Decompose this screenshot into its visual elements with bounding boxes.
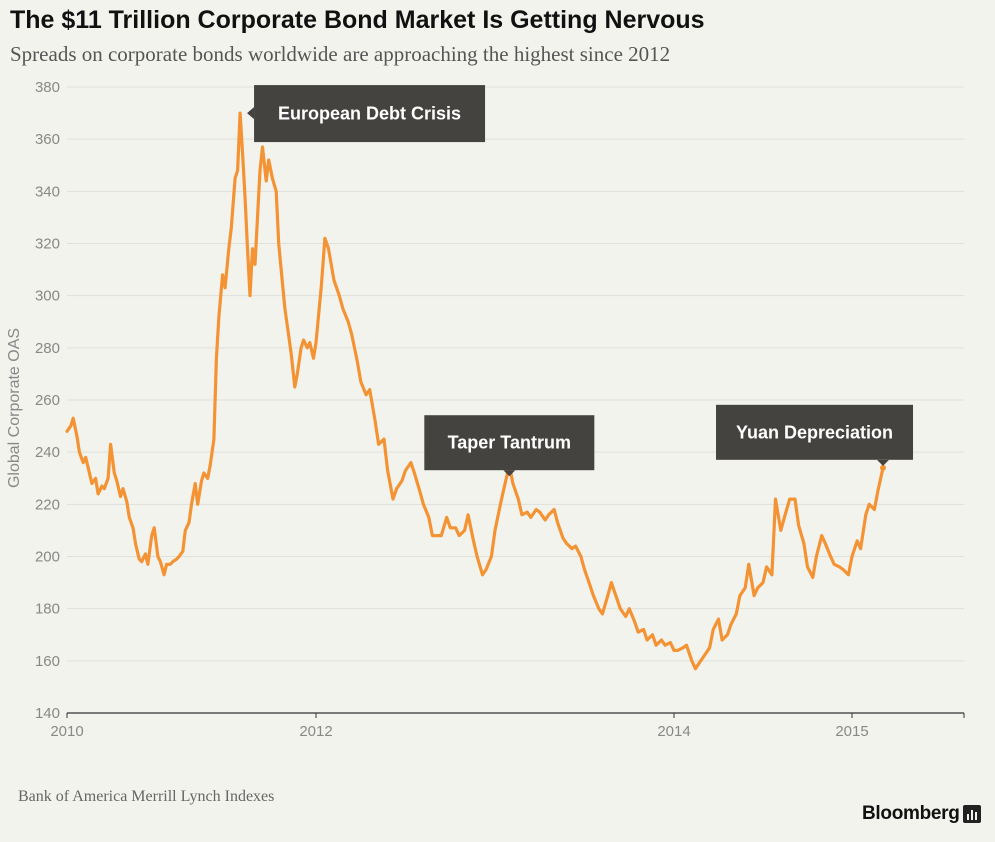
annotation-pointer <box>877 459 890 466</box>
y-tick-label: 360 <box>35 131 60 148</box>
annotation-pointer <box>247 107 255 120</box>
y-tick-label: 320 <box>35 236 60 253</box>
y-axis-ticks: 140 160 180 200 220 240 260 280 300 320 340 360 380 <box>35 79 60 722</box>
chart-title: The $11 Trillion Corporate Bond Market I… <box>10 6 705 34</box>
annotation-box <box>254 85 486 143</box>
annotation-label: European Debt Crisis <box>278 104 461 124</box>
y-tick-label: 140 <box>35 705 60 722</box>
y-tick-label: 220 <box>35 496 60 513</box>
y-tick-label: 240 <box>35 444 60 461</box>
series-line <box>65 111 885 671</box>
y-tick-label: 300 <box>35 288 60 305</box>
annotation: Taper Tantrum <box>424 415 595 477</box>
gridlines <box>67 86 964 662</box>
annotation: European Debt Crisis <box>247 85 486 143</box>
y-tick-label: 260 <box>35 392 60 409</box>
y-tick-label: 340 <box>35 183 60 200</box>
x-tick-label: 2014 <box>657 723 690 740</box>
x-tick-label: 2015 <box>835 723 868 740</box>
bloomberg-chart-icon <box>963 805 981 823</box>
y-tick-label: 200 <box>35 549 60 566</box>
annotation-pointer <box>503 470 516 477</box>
y-tick-label: 380 <box>35 79 60 96</box>
annotation-box <box>424 415 595 471</box>
source-note: Bank of America Merrill Lynch Indexes <box>18 788 275 805</box>
chart-subtitle: Spreads on corporate bonds worldwide are… <box>10 42 671 66</box>
y-axis-label: Global Corporate OAS <box>6 328 23 488</box>
x-tick-label: 2012 <box>299 723 332 740</box>
y-tick-label: 280 <box>35 340 60 357</box>
annotation-label: Yuan Depreciation <box>736 422 893 442</box>
x-axis: 2010 2012 2014 2015 <box>50 712 965 740</box>
annotation: Yuan Depreciation <box>716 404 914 466</box>
annotations: European Debt Crisis Taper Tantrum Yuan De… <box>247 85 914 477</box>
y-tick-label: 180 <box>35 601 60 618</box>
y-tick-label: 160 <box>35 653 60 670</box>
brand-logo: Bloomberg <box>862 803 960 824</box>
annotation-box <box>716 404 914 460</box>
series-end-point <box>880 464 887 471</box>
x-tick-label: 2010 <box>50 723 83 740</box>
annotation-label: Taper Tantrum <box>448 433 571 453</box>
